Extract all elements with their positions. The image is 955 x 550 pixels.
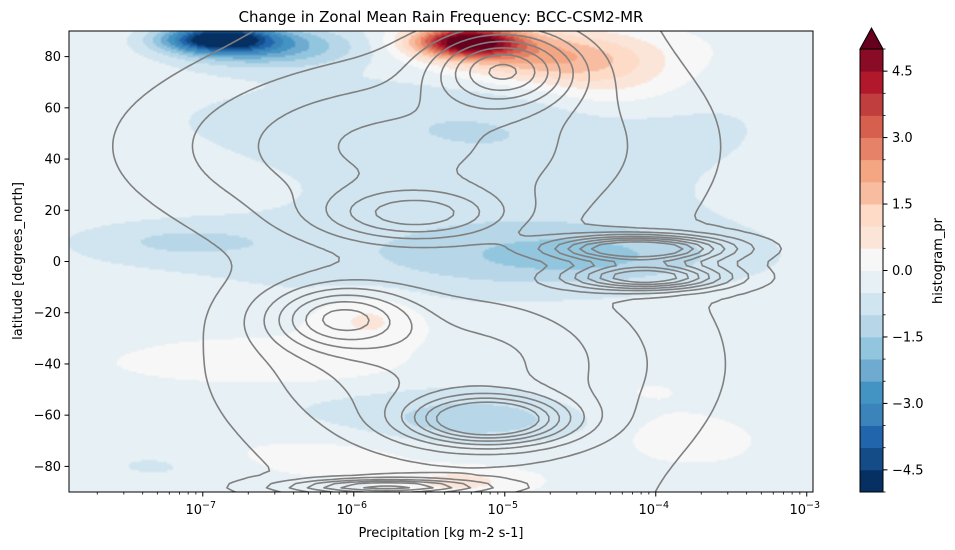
x-tick-label: 10−6	[336, 500, 367, 518]
y-tick-label: −80	[34, 460, 61, 475]
y-axis: 80 60 40 20 0 −20 −40 −60 −80	[34, 50, 69, 475]
contour-level-4	[278, 33, 726, 492]
colorbar-tick-label: 0.0	[892, 264, 913, 279]
colorbar-extend-max	[859, 26, 884, 50]
colorbar-tick-label: −3.0	[892, 397, 924, 412]
colorbar-bin	[860, 292, 883, 316]
colorbar-label: histogram_pr	[931, 217, 946, 304]
colorbar-tick-label: −1.5	[892, 330, 924, 345]
colorbar-tick-label: 1.5	[892, 198, 913, 213]
colorbar-bin	[860, 159, 883, 183]
y-axis-label: latitude [degrees_north]	[11, 182, 26, 340]
contour-level-2	[191, 31, 755, 492]
colorbar-bin	[860, 336, 883, 360]
y-tick-label: −40	[34, 357, 61, 372]
colorbar-bin	[860, 93, 883, 116]
x-tick-label: 10−4	[638, 500, 669, 518]
heatmap-field	[69, 31, 813, 492]
colorbar-bin	[860, 248, 883, 271]
colorbar-bin	[860, 226, 883, 249]
chart-title: Change in Zonal Mean Rain Frequency: BCC…	[239, 8, 644, 26]
colorbar: 4.5 3.0 1.5 0.0 −1.5 −3.0 −4.5	[859, 26, 924, 493]
colorbar-tick-label: 4.5	[892, 65, 913, 80]
colorbar-bin	[860, 425, 883, 449]
y-tick-label: 80	[44, 50, 61, 65]
y-tick-label: 60	[44, 101, 61, 116]
contour-level-5	[291, 40, 715, 492]
colorbar-bin	[860, 403, 883, 426]
y-tick-label: −60	[34, 409, 61, 424]
colorbar-bin	[860, 137, 883, 161]
contour-level-3	[257, 31, 739, 492]
plot-area	[68, 30, 814, 493]
colorbar-bin	[860, 204, 883, 227]
y-tick-label: 40	[44, 153, 61, 168]
colorbar-bin	[860, 314, 883, 338]
x-axis-label: Precipitation [kg m-2 s-1]	[359, 526, 524, 541]
colorbar-bin	[860, 270, 883, 294]
colorbar-bin	[860, 469, 883, 493]
colorbar-bin	[860, 181, 883, 205]
colorbar-bin	[860, 49, 883, 72]
contour-level-1	[112, 31, 783, 492]
y-tick-label: −20	[34, 306, 61, 321]
colorbar-tick-label: −4.5	[892, 463, 924, 478]
x-tick-label: 10−5	[487, 500, 518, 518]
x-tick-label: 10−3	[789, 500, 820, 518]
contour-level-7	[321, 54, 694, 490]
y-tick-label: 20	[44, 204, 61, 219]
contour-level-8	[436, 63, 684, 436]
x-axis: 10−7 10−6 10−5 10−4 10−3	[96, 492, 820, 518]
colorbar-bin	[860, 447, 883, 471]
colorbar-bin	[860, 381, 883, 404]
colorbar-bin	[860, 115, 883, 138]
colorbar-tick-label: 3.0	[892, 131, 913, 146]
contour-lines	[112, 31, 783, 492]
y-tick-label: 0	[53, 255, 61, 270]
x-tick-label: 10−7	[186, 500, 217, 518]
colorbar-bin	[860, 359, 883, 382]
contour-level-6	[305, 47, 705, 492]
colorbar-bin	[860, 71, 883, 94]
